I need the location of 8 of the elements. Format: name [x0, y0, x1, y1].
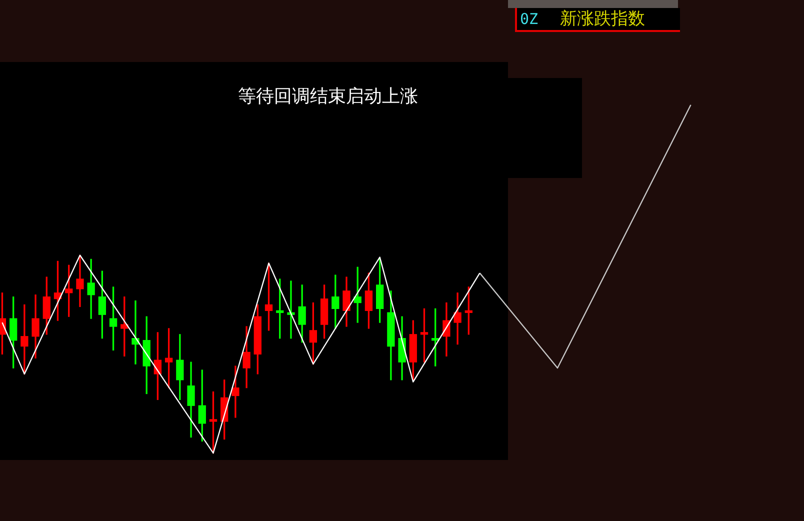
- text: 0Z: [520, 9, 538, 29]
- candlestick: [76, 254, 84, 308]
- candlestick: [20, 304, 28, 374]
- text: 新涨跌指数: [560, 8, 645, 30]
- candlestick: [232, 366, 240, 418]
- chart-title: 等待回调结束启动上涨: [237, 86, 419, 108]
- candlestick: [454, 292, 462, 345]
- candlestick: [87, 258, 95, 319]
